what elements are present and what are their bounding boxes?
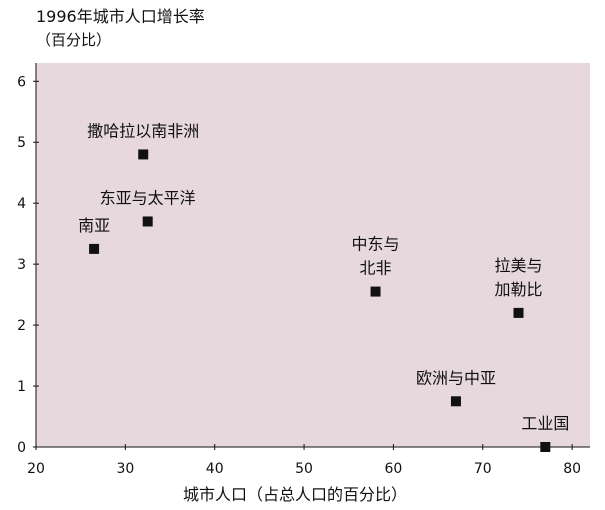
y-tick-label: 2 [17,318,26,334]
x-tick-label: 60 [385,461,403,477]
x-tick-label: 70 [474,461,492,477]
data-point [370,286,381,297]
x-tick-label: 30 [116,461,134,477]
data-point-label: 北非 [360,259,392,278]
data-point [89,243,100,254]
axes: 0 1 2 3 4 5 6 20 30 40 50 60 70 80 [17,63,590,477]
x-axis-label: 城市人口（占总人口的百分比） [183,485,407,504]
data-point [142,216,153,227]
y-tick-label: 5 [17,135,26,151]
data-point-label: 工业国 [521,414,569,433]
chart-subtitle: （百分比） [36,31,111,49]
data-point-label: 东亚与太平洋 [100,188,196,207]
x-tick-label: 80 [563,461,581,477]
x-tick-label: 40 [206,461,224,477]
data-point-label: 中东与 [352,235,400,254]
data-point [138,149,149,160]
chart-title: 1996年城市人口增长率 [36,7,205,26]
data-point [540,442,551,452]
y-tick-label: 3 [17,257,26,273]
y-tick-label: 4 [17,196,26,212]
data-point [450,396,461,407]
data-point-label: 南亚 [78,216,110,235]
data-point-label: 拉美与 [495,256,543,275]
x-tick-label: 50 [295,461,313,477]
data-point-label: 撒哈拉以南非洲 [87,121,199,140]
y-tick-label: 6 [17,74,26,90]
y-tick-label: 1 [17,379,26,395]
plot-area [36,63,590,447]
y-tick-label: 0 [17,440,26,456]
data-point-label: 欧洲与中亚 [416,368,496,387]
data-point [513,307,524,318]
data-point-label: 加勒比 [495,280,543,299]
x-tick-label: 20 [27,461,45,477]
